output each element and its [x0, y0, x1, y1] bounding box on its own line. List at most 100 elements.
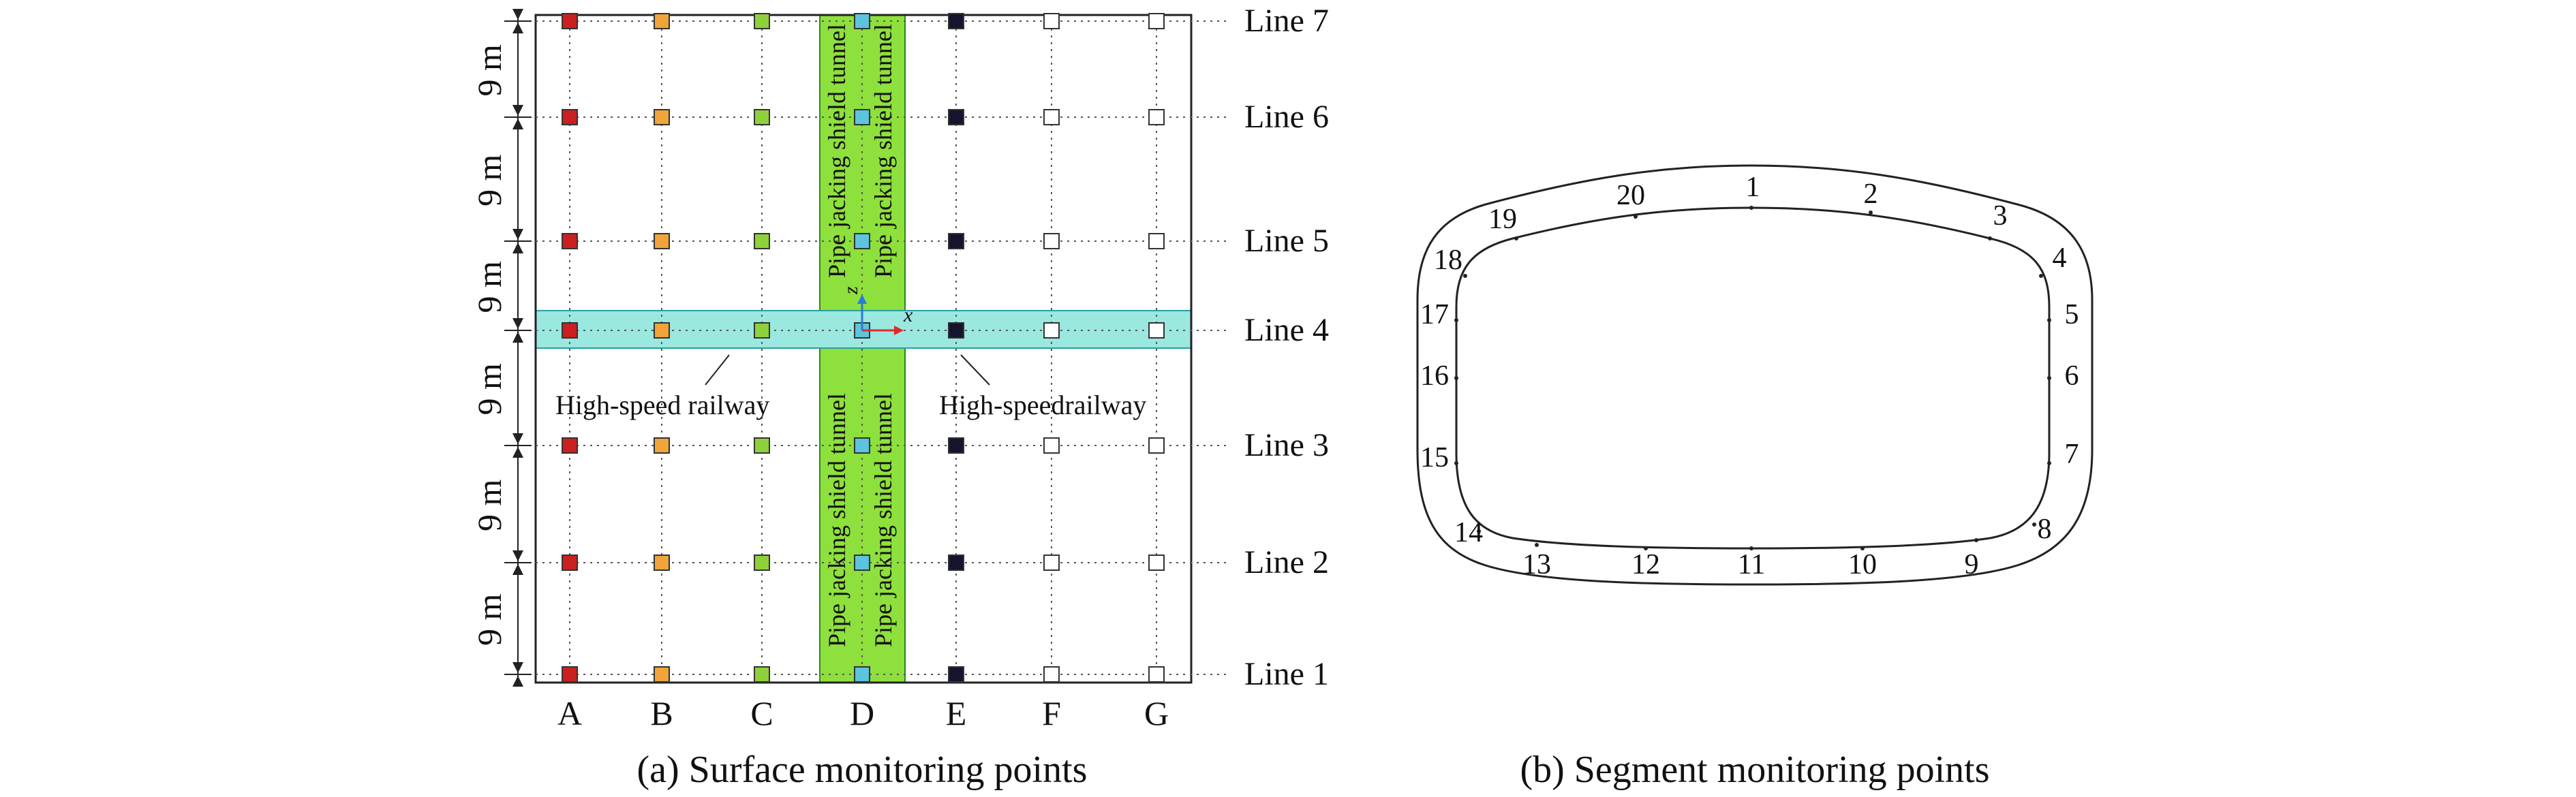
segment-point-tick: [1860, 546, 1865, 550]
segment-point-label: 9: [1965, 549, 1979, 580]
spacing-label: 9 m: [470, 363, 508, 416]
dimension-arrowhead: [512, 318, 523, 329]
monitoring-point-F-line4: [1043, 322, 1060, 339]
dimension-arrowhead: [512, 22, 523, 33]
dimension-arrowhead: [512, 243, 523, 253]
line-label: Line 4: [1244, 312, 1329, 348]
segment-point-label: 7: [2065, 439, 2079, 470]
column-label: F: [1042, 694, 1061, 732]
tunnel-label-lower-1: Pipe jacking shield tunnel: [823, 393, 850, 647]
monitoring-point-A-line1: [562, 666, 578, 683]
local-axes: x z: [840, 286, 913, 335]
monitoring-point-B-line4: [654, 322, 670, 339]
segment-point-label: 19: [1488, 204, 1517, 235]
monitoring-point-D-line2: [854, 554, 870, 571]
monitoring-point-F-line6: [1043, 109, 1060, 125]
x-axis-label: x: [903, 304, 913, 326]
spacing-label: 9 m: [470, 261, 508, 313]
column-label: A: [557, 694, 582, 732]
railway-leader-right: [960, 354, 990, 386]
segment-outer-ring: [1416, 164, 2094, 586]
spacing-label: 9 m: [470, 480, 508, 532]
segment-point-tick: [1454, 376, 1458, 380]
monitoring-point-C-line7: [754, 13, 770, 29]
monitoring-point-A-line2: [562, 554, 578, 571]
monitoring-point-G-line4: [1148, 322, 1165, 339]
line-label: Line 6: [1244, 99, 1329, 135]
column-label: D: [850, 694, 874, 732]
monitoring-point-E-line1: [948, 666, 964, 683]
monitoring-point-D-line3: [854, 437, 870, 454]
segment-inner-ring: [1455, 206, 2051, 550]
monitoring-point-D-line6: [854, 109, 870, 125]
monitoring-point-B-line5: [654, 233, 670, 249]
line-label: Line 5: [1244, 223, 1329, 259]
monitoring-point-F-line2: [1043, 554, 1060, 571]
dimension-arrowhead: [512, 229, 523, 240]
monitoring-point-C-line3: [754, 437, 770, 454]
segment-point-label: 16: [1420, 360, 1449, 392]
segment-point-label: 11: [1738, 549, 1765, 580]
monitoring-point-A-line5: [562, 233, 578, 249]
segment-point-tick: [1454, 461, 1458, 465]
monitoring-point-G-line6: [1148, 109, 1165, 125]
caption-a: (a) Surface monitoring points: [637, 749, 1088, 791]
monitoring-point-D-line5: [854, 233, 870, 249]
segment-point-tick: [1535, 543, 1539, 547]
segment-point-tick: [2039, 274, 2043, 278]
monitoring-point-G-line2: [1148, 554, 1165, 571]
spacing-dimensions: 9 m 9 m 9 m 9 m 9 m 9 m: [470, 9, 532, 687]
dimension-arrowhead: [512, 662, 523, 673]
monitoring-point-A-line3: [562, 437, 578, 454]
monitoring-point-D-line7: [854, 13, 870, 29]
segment-point-tick: [1869, 210, 1873, 215]
column-labels: A B C D E F G: [557, 694, 1169, 732]
x-axis-arrowhead: [894, 326, 904, 335]
dimension-arrowhead: [512, 9, 523, 20]
segment-point-label: 1: [1746, 172, 1760, 203]
segment-point-label: 4: [2053, 243, 2067, 274]
monitoring-point-D-line1: [854, 666, 870, 683]
dimension-arrowhead: [512, 676, 523, 687]
railway-leader-left: [705, 354, 730, 386]
segment-point-label: 3: [1993, 200, 2008, 232]
tunnel-label-upper-2: Pipe jacking shield tunnel: [870, 24, 897, 278]
segment-point-tick: [2047, 376, 2051, 380]
grid-lines: [536, 15, 1227, 683]
segment-point-tick: [1974, 538, 1978, 542]
column-label: G: [1144, 694, 1169, 732]
segment-point-label: 14: [1454, 517, 1483, 548]
line-label: Line 1: [1244, 656, 1329, 692]
monitoring-point-B-line1: [654, 666, 670, 683]
monitoring-point-F-line7: [1043, 13, 1060, 29]
segment-point-tick: [1749, 206, 1753, 210]
monitoring-point-C-line5: [754, 233, 770, 249]
monitoring-point-C-line2: [754, 554, 770, 571]
spacing-label: 9 m: [470, 155, 508, 207]
monitoring-point-G-line1: [1148, 666, 1165, 683]
dimension-arrowhead: [512, 433, 523, 444]
dimension-arrowhead: [512, 447, 523, 458]
line-label: Line 7: [1244, 3, 1329, 39]
monitoring-point-F-line1: [1043, 666, 1060, 683]
segment-point-tick: [1463, 274, 1467, 278]
dimension-arrowhead: [512, 550, 523, 561]
tunnel-label-lower-2: Pipe jacking shield tunnel: [870, 393, 897, 647]
segment-point-label: 18: [1434, 245, 1462, 276]
dimension-arrowhead: [512, 332, 523, 343]
monitoring-point-B-line2: [654, 554, 670, 571]
segment-point-tick: [1644, 546, 1648, 550]
monitoring-point-B-line3: [654, 437, 670, 454]
segment-point-tick: [1749, 546, 1753, 550]
monitoring-point-B-line7: [654, 13, 670, 29]
railway-label-left: High-speed railway: [555, 390, 769, 420]
segment-point-label: 6: [2065, 360, 2079, 392]
monitoring-point-C-line1: [754, 666, 770, 683]
monitoring-point-C-line4: [754, 322, 770, 339]
segment-point-tick: [1454, 318, 1458, 322]
column-label: C: [750, 694, 773, 732]
segment-point-tick: [2047, 318, 2051, 322]
